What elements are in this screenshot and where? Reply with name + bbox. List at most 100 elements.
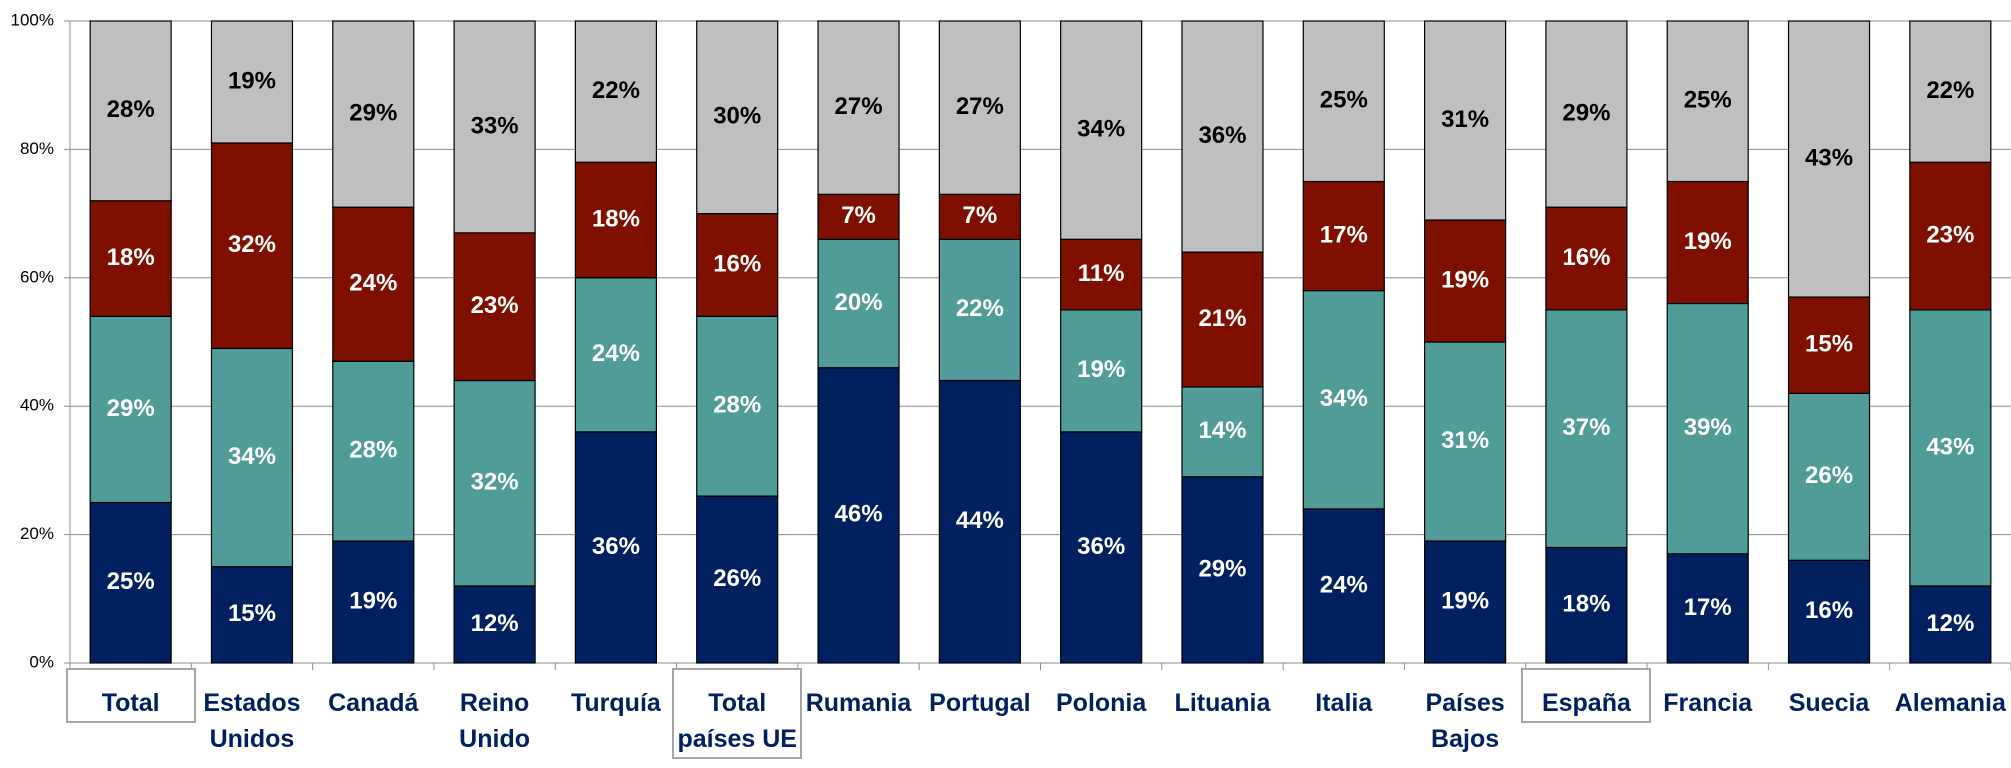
data-label: 30% — [713, 103, 761, 130]
y-tick-label: 40% — [20, 396, 54, 415]
bar-segment — [696, 315, 779, 497]
data-label: 19% — [349, 587, 397, 614]
bar-segment — [453, 20, 536, 234]
data-label: 20% — [835, 289, 883, 316]
data-label: 11% — [1078, 260, 1125, 287]
x-tick-label: Portugal — [929, 689, 1031, 717]
bar-segment — [1545, 546, 1628, 664]
bar-segment — [696, 20, 779, 215]
bar-segment — [1545, 20, 1628, 208]
data-label: 19% — [1684, 228, 1732, 255]
x-tick-label: Reino Unido — [459, 689, 530, 753]
data-label: 7% — [841, 202, 876, 229]
bar-segment — [574, 277, 658, 433]
bar-segment — [1423, 20, 1507, 221]
data-label: 36% — [1077, 533, 1125, 560]
x-tick-label: Lituania — [1174, 689, 1271, 717]
data-label: 17% — [1684, 594, 1732, 621]
x-tick-label: Polonia — [1056, 689, 1147, 717]
bar-segment — [1787, 20, 1871, 298]
data-label: 18% — [1562, 591, 1610, 618]
bar-segment — [1181, 20, 1264, 253]
data-label: 27% — [835, 93, 883, 120]
data-label: 26% — [1805, 462, 1853, 489]
x-tick-label: Países Bajos — [1425, 689, 1505, 753]
data-label: 18% — [592, 205, 640, 232]
data-label: 21% — [1198, 305, 1246, 332]
data-label: 26% — [713, 565, 761, 592]
data-label: 16% — [1562, 244, 1610, 271]
bar-segment — [1423, 219, 1507, 343]
data-label: 17% — [1320, 221, 1368, 248]
data-label: 22% — [956, 295, 1004, 322]
data-label: 18% — [107, 244, 155, 271]
bar-segment — [1909, 585, 1992, 664]
data-label: 25% — [107, 568, 155, 595]
data-label: 32% — [471, 469, 519, 496]
bar-segment — [1060, 431, 1143, 664]
bar-segment — [1423, 341, 1507, 542]
data-label: 44% — [956, 507, 1004, 534]
data-label: 24% — [592, 340, 640, 367]
bar-segment — [1302, 508, 1385, 664]
x-tick-label: Total — [65, 668, 196, 723]
data-label: 28% — [107, 96, 155, 123]
bar-segment — [1666, 302, 1749, 555]
data-label: 19% — [1441, 266, 1489, 293]
bar-segment — [1909, 161, 1992, 311]
bar-segment — [453, 232, 536, 382]
bar-segment — [938, 20, 1021, 195]
data-label: 12% — [471, 610, 519, 637]
data-label: 15% — [228, 600, 276, 627]
data-label: 29% — [349, 99, 397, 126]
bar-segment — [1787, 559, 1871, 664]
x-tick-label: Estados Unidos — [203, 689, 301, 753]
bar-segment — [210, 142, 294, 350]
data-label: 46% — [835, 501, 883, 528]
data-label: 31% — [1441, 106, 1489, 133]
data-label: 15% — [1805, 331, 1853, 358]
data-label: 43% — [1926, 433, 1974, 460]
bar-segment — [1060, 309, 1143, 433]
bar-segment — [938, 238, 1021, 382]
data-label: 19% — [1077, 356, 1125, 383]
data-label: 32% — [228, 231, 276, 258]
bar-segment — [1181, 386, 1264, 478]
data-label: 12% — [1926, 610, 1974, 637]
x-tick-label: Canadá — [328, 689, 419, 717]
x-tick-label: Alemania — [1894, 689, 2006, 717]
data-label: 29% — [1562, 99, 1610, 126]
bar-segment — [210, 347, 294, 568]
bar-segment — [574, 161, 658, 279]
data-label: 23% — [1926, 221, 1974, 248]
bar-segment — [574, 20, 658, 163]
data-label: 16% — [1805, 597, 1853, 624]
data-label: 33% — [471, 112, 519, 139]
bar-segment — [332, 360, 415, 542]
data-label: 37% — [1562, 414, 1610, 441]
bar-segment — [1545, 206, 1628, 311]
bar-segment — [817, 20, 900, 195]
bar-segment — [89, 501, 172, 664]
bar-segment — [332, 540, 415, 664]
data-label: 34% — [1077, 115, 1125, 142]
bar-segment — [1060, 20, 1143, 240]
data-label: 16% — [713, 250, 761, 277]
bar-segment — [1302, 20, 1385, 183]
x-tick-label: Francia — [1663, 689, 1753, 717]
bar-segment — [1545, 309, 1628, 549]
data-label: 34% — [1320, 385, 1368, 412]
bar-segment — [938, 193, 1021, 240]
bar-segment — [817, 193, 900, 240]
bar-segment — [1302, 290, 1385, 510]
data-label: 14% — [1198, 417, 1246, 444]
bar-segment — [1909, 20, 1992, 163]
bar-segment — [696, 495, 779, 664]
x-tick-label: Rumania — [805, 689, 912, 717]
data-label: 29% — [1198, 555, 1246, 582]
bar-segment — [210, 20, 294, 144]
y-tick-label: 80% — [20, 139, 54, 158]
bar-segment — [1302, 180, 1385, 292]
data-label: 29% — [107, 395, 155, 422]
